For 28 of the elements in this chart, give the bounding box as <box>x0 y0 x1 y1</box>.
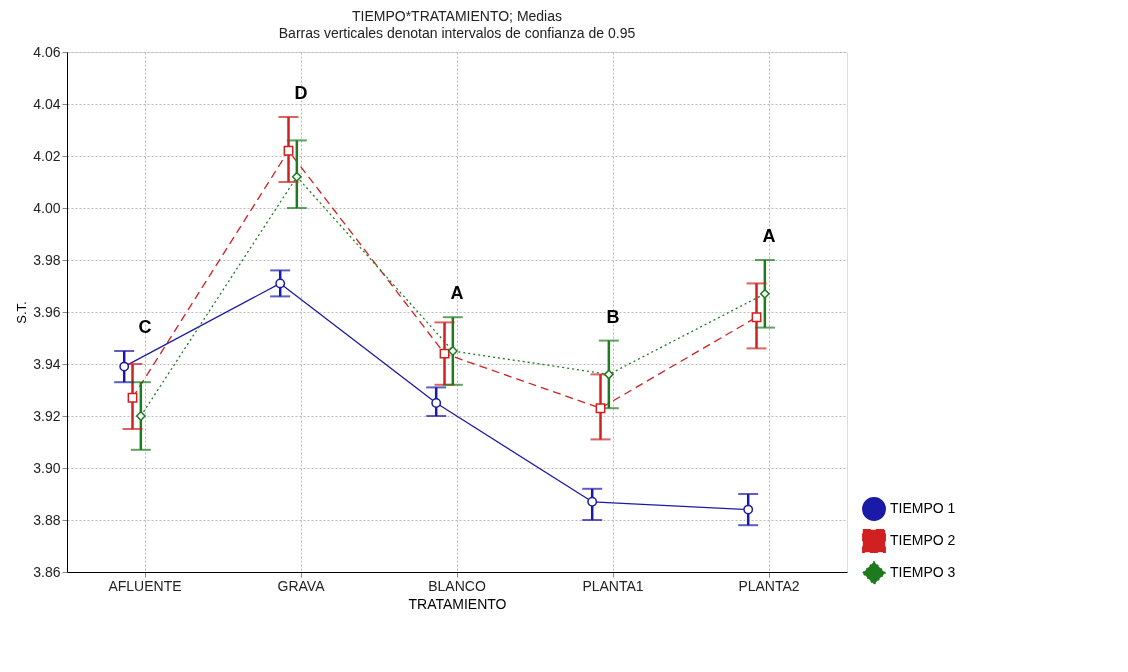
legend-label: TIEMPO 1 <box>890 500 956 516</box>
annotation: C <box>138 317 152 337</box>
annotation: A <box>762 226 776 246</box>
x-tick-label: PLANTA2 <box>738 577 800 594</box>
y-tick-label: 3.94 <box>33 355 61 372</box>
y-tick-label: 4.02 <box>33 147 61 164</box>
y-tick-label: 3.96 <box>33 303 61 320</box>
x-tick-label: PLANTA1 <box>582 577 644 594</box>
y-tick-label: 3.88 <box>33 511 61 528</box>
y-tick-label: 3.86 <box>33 563 61 580</box>
y-tick-label: 3.90 <box>33 459 61 476</box>
y-tick-label: 4.04 <box>33 95 61 112</box>
legend-label: TIEMPO 3 <box>890 564 956 580</box>
chart-subtitle: Barras verticales denotan intervalos de confianza de 0.95 <box>278 25 636 41</box>
y-tick-label: 3.98 <box>33 251 61 268</box>
y-tick-label: 4.00 <box>33 199 61 216</box>
x-tick-label: BLANCO <box>428 577 486 594</box>
chart-title: TIEMPO*TRATAMIENTO; Medias <box>351 8 563 24</box>
annotation: A <box>450 283 464 304</box>
annotation: B <box>606 306 620 327</box>
y-axis-title: S.T. <box>14 301 30 324</box>
x-tick-label: GRAVA <box>277 577 326 594</box>
y-tick-label: 3.92 <box>33 407 61 424</box>
y-tick-label: 4.06 <box>33 43 61 60</box>
legend-label: TIEMPO 2 <box>890 532 956 548</box>
annotation: D <box>294 83 308 103</box>
x-tick-label: AFLUENTE <box>108 577 182 594</box>
x-axis-title: TRATAMIENTO <box>408 595 507 612</box>
